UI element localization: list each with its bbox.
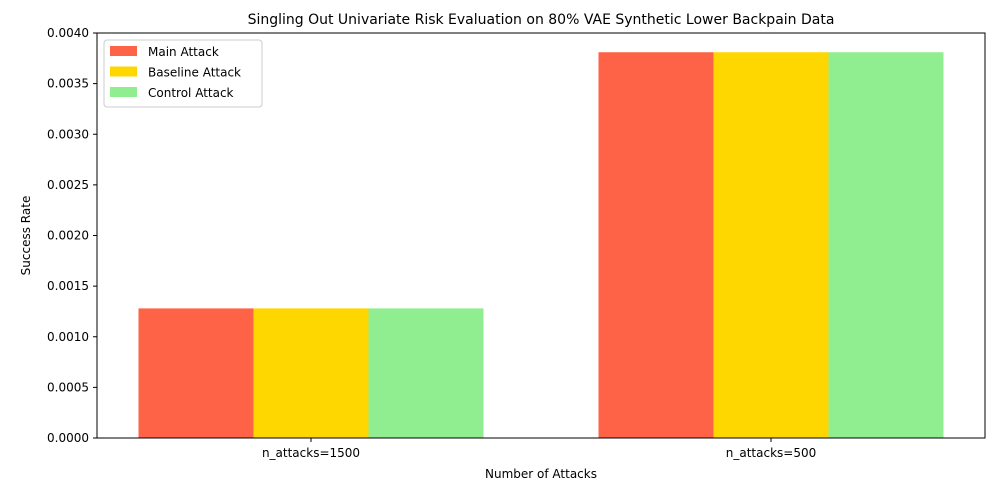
y-axis-label: Success Rate (19, 196, 33, 276)
y-tick-label: 0.0020 (47, 229, 89, 243)
y-tick-label: 0.0030 (47, 127, 89, 141)
x-tick-label: n_attacks=500 (726, 446, 816, 460)
y-tick-label: 0.0040 (47, 26, 89, 40)
bar-main-attack-0 (138, 308, 254, 438)
y-tick-label: 0.0015 (47, 279, 89, 293)
legend-label: Baseline Attack (148, 66, 241, 80)
x-tick-label: n_attacks=1500 (262, 446, 360, 460)
x-axis: n_attacks=1500 n_attacks=500 (262, 438, 816, 460)
legend-box (103, 39, 263, 108)
y-tick-label: 0.0000 (47, 431, 89, 445)
chart-title: Singling Out Univariate Risk Evaluation … (248, 12, 835, 28)
y-tick-label: 0.0035 (47, 77, 89, 91)
y-tick-label: 0.0010 (47, 330, 89, 344)
y-tick-label: 0.0005 (47, 380, 89, 394)
plot-area (138, 52, 944, 439)
bar-control-attack-1 (828, 52, 944, 439)
legend-label: Control Attack (148, 86, 234, 100)
x-axis-label: Number of Attacks (485, 467, 597, 481)
bar-baseline-attack-0 (253, 308, 369, 438)
y-axis: 0.0000 0.0005 0.0010 0.0015 0.0020 0.0025 0.00… (47, 26, 97, 445)
legend-swatch (110, 46, 137, 56)
legend-label: Main Attack (148, 45, 219, 59)
legend: Main Attack Baseline Attack Control Attack (103, 39, 263, 108)
bar-main-attack-1 (598, 52, 714, 439)
bar-control-attack-0 (368, 308, 484, 438)
legend-swatch (110, 87, 137, 97)
y-tick-label: 0.0025 (47, 178, 89, 192)
legend-swatch (110, 66, 137, 77)
bar-baseline-attack-1 (713, 52, 829, 439)
